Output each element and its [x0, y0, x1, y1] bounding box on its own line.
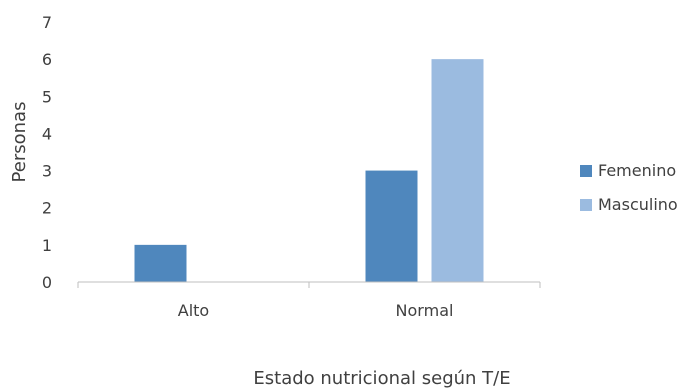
- legend: Femenino Masculino: [580, 161, 678, 214]
- y-tick-label: 5: [42, 87, 52, 106]
- bar-femenino-normal: [365, 170, 418, 282]
- legend-label-masculino: Masculino: [598, 195, 678, 214]
- y-tick-label: 2: [42, 199, 52, 218]
- x-tick-label: Normal: [396, 301, 454, 320]
- plot-area: [134, 59, 484, 283]
- y-tick-label: 3: [42, 162, 52, 181]
- y-tick-label: 7: [42, 13, 52, 32]
- legend-swatch-femenino: [580, 165, 592, 177]
- x-axis-ticks: Alto Normal: [77, 281, 541, 320]
- y-axis-title: Personas: [9, 102, 30, 183]
- y-tick-label: 1: [42, 236, 52, 255]
- y-tick-label: 0: [42, 273, 52, 292]
- y-axis-ticks: 0 1 2 3 4 5 6 7: [42, 13, 52, 292]
- legend-swatch-masculino: [580, 199, 592, 211]
- bar-masculino-normal: [431, 59, 484, 283]
- bar-femenino-alto: [134, 244, 187, 282]
- x-axis-title: Estado nutricional según T/E: [253, 368, 510, 389]
- y-tick-label: 6: [42, 50, 52, 69]
- x-tick-label: Alto: [178, 301, 209, 320]
- legend-label-femenino: Femenino: [598, 161, 676, 180]
- y-tick-label: 4: [42, 124, 52, 143]
